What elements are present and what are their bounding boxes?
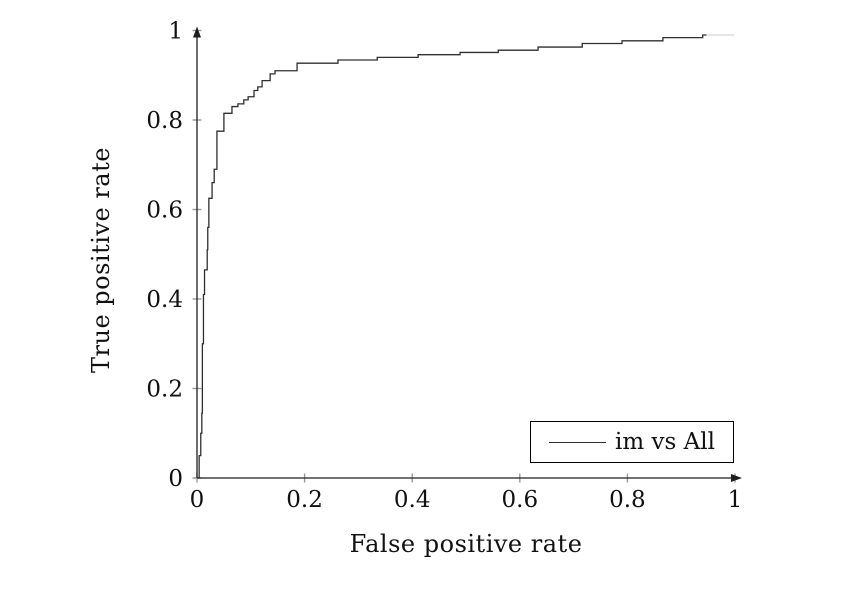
x-tick-label: 0.6 xyxy=(502,487,539,513)
y-tick-label: 0 xyxy=(168,466,183,492)
x-tick-label: 0.2 xyxy=(286,487,323,513)
y-axis-arrow-icon xyxy=(193,26,201,38)
x-tick-label: 0.8 xyxy=(609,487,646,513)
x-tick-label: 0 xyxy=(190,487,205,513)
x-axis-label: False positive rate xyxy=(349,530,583,558)
legend-line-sample xyxy=(549,441,607,443)
x-axis-arrow-icon xyxy=(731,474,742,482)
y-tick-label: 0.8 xyxy=(146,108,183,134)
legend-box: im vs All xyxy=(530,421,734,463)
legend-label: im vs All xyxy=(615,429,715,455)
y-tick-label: 1 xyxy=(168,19,183,45)
y-tick-label: 0.2 xyxy=(146,377,183,403)
x-tick-label: 1 xyxy=(728,487,743,513)
y-tick-label: 0.6 xyxy=(146,198,183,224)
roc-curve-line xyxy=(197,34,707,479)
y-tick-label: 0.4 xyxy=(146,287,183,313)
x-tick-label: 0.4 xyxy=(394,487,431,513)
y-axis-label: True positive rate xyxy=(87,147,115,373)
